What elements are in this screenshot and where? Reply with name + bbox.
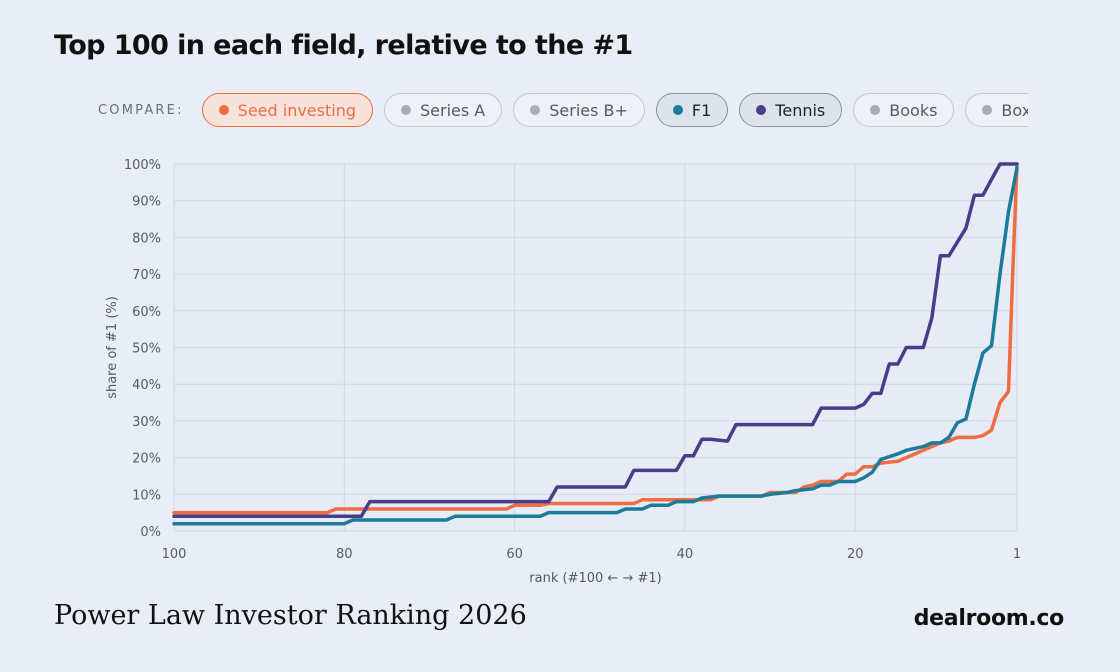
compare-option-label: Series B+ (549, 100, 628, 120)
y-axis-label: share of #1 (%) (105, 296, 120, 399)
x-axis-label: rank (#100 ← → #1) (529, 571, 661, 586)
x-tick-label: 100 (162, 547, 187, 562)
y-tick-label: 100% (124, 158, 161, 173)
series-dot-icon (756, 105, 767, 115)
series-dot-icon (672, 105, 683, 115)
compare-option-label: Tennis (775, 100, 826, 120)
y-tick-label: 10% (132, 488, 161, 503)
compare-option-box-office[interactable]: Box-office (965, 93, 1028, 127)
line-chart: 0% 10% 20% 30% 40% 50% 60% 70% 80% 90% 100% 100 80 60… (105, 158, 1021, 586)
y-tick-label: 0% (140, 525, 161, 540)
compare-option-label: Box-office (1001, 100, 1028, 120)
y-tick-label: 80% (132, 231, 161, 246)
compare-option-tennis[interactable]: Tennis (739, 93, 843, 127)
compare-option-books[interactable]: Books (853, 93, 955, 127)
series-line-f1 (172, 165, 1019, 526)
brand-logo: dealroom.co (913, 606, 1065, 631)
series-dot-icon (218, 105, 229, 115)
compare-option-series-a[interactable]: Series A (384, 93, 503, 127)
compare-label: COMPARE: (98, 102, 184, 118)
x-tick-label: 1 (1013, 547, 1021, 562)
y-tick-label: 70% (132, 268, 161, 283)
y-tick-label: 90% (132, 195, 161, 210)
x-tick-label: 40 (677, 547, 694, 562)
x-tick-label: 60 (506, 547, 523, 562)
series-dot-icon (870, 105, 881, 115)
y-tick-label: 50% (132, 342, 161, 357)
compare-option-label: Seed investing (237, 100, 356, 120)
y-tick-label: 40% (132, 378, 161, 393)
series-line-seed-investing (172, 162, 1019, 515)
compare-option-label: Books (889, 100, 938, 120)
compare-option-series-b-[interactable]: Series B+ (513, 93, 645, 127)
y-tick-label: 30% (132, 415, 161, 430)
x-tick-label: 20 (847, 547, 864, 562)
compare-option-seed-investing[interactable]: Seed investing (201, 93, 373, 127)
y-tick-label: 60% (132, 305, 161, 320)
series-dot-icon (982, 105, 993, 115)
series-dot-icon (401, 105, 411, 115)
compare-options: Seed investing Series A Series B+ F1 Tennis B… (201, 93, 1028, 127)
compare-option-label: F1 (691, 100, 712, 120)
compare-option-label: Series A (420, 100, 486, 120)
footer-title: Power Law Investor Ranking 2026 (54, 600, 527, 631)
chart-title: Top 100 in each field, relative to the #… (54, 30, 633, 61)
x-tick-label: 80 (336, 547, 353, 562)
series-dot-icon (530, 105, 541, 115)
compare-bar: COMPARE: Seed investing Series A Series B+… (98, 91, 1028, 129)
series-line-tennis (172, 162, 1019, 519)
y-tick-label: 20% (132, 452, 161, 467)
compare-option-f1[interactable]: F1 (655, 93, 729, 127)
